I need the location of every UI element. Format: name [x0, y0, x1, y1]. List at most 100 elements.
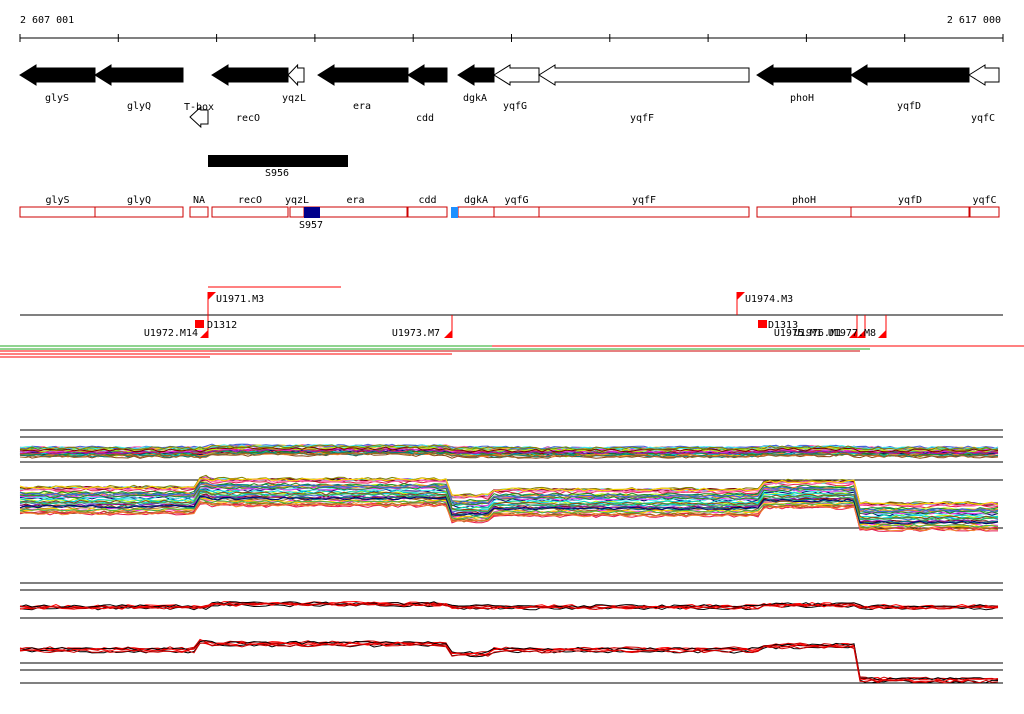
profile-line: [19, 444, 999, 451]
gene-label: glyS: [45, 93, 69, 104]
annotation-label: glyS: [45, 195, 69, 206]
gene-arrow-yqff[interactable]: [538, 64, 750, 86]
gene-track: glyS glyQ T-box recO yqzL era cdd dgkA yqfG yqfF p…: [19, 63, 1000, 129]
lower-marker-label: U1977.M8: [828, 328, 876, 339]
upper-marker-label: U1971.M3: [216, 294, 264, 305]
expression-profile-tracks: [19, 429, 1003, 684]
annotation-box[interactable]: [457, 206, 495, 218]
annotation-label: yqfG: [504, 195, 528, 206]
boxed-marker-label: D1313: [768, 320, 798, 331]
gene-label: yqfD: [897, 101, 921, 112]
profile-line: [19, 488, 999, 518]
profile-line: [19, 477, 999, 506]
profile-line: [19, 640, 999, 681]
profile-line: [20, 485, 999, 515]
gene-arrow-yqzl[interactable]: [287, 63, 305, 87]
profile-line: [19, 482, 999, 513]
profile-line: [19, 497, 999, 528]
annotation-label: cdd: [418, 195, 436, 206]
gene-arrow-reco[interactable]: [211, 64, 289, 86]
gene-label: yqfC: [971, 113, 995, 124]
marker-flag[interactable]: [737, 292, 745, 300]
marker-flag[interactable]: [444, 330, 452, 338]
marker-flag[interactable]: [200, 330, 208, 338]
annotation-box[interactable]: [211, 206, 289, 218]
coordinate-ruler: 2 607 001 2 617 000: [19, 15, 1004, 42]
gene-label: T-box: [184, 102, 214, 113]
annotation-box[interactable]: [407, 206, 448, 218]
lower-marker-label: U1976.M1: [794, 328, 842, 339]
annotation-label: NA: [193, 195, 205, 206]
annotation-label: yqzL: [285, 195, 309, 206]
annotation-box[interactable]: [850, 206, 970, 218]
annotation-label: dgkA: [464, 195, 488, 206]
annotation-box[interactable]: [189, 206, 209, 218]
marker-flag[interactable]: [878, 330, 886, 338]
annotation-label: yqfF: [632, 195, 656, 206]
annotation-box[interactable]: [538, 206, 750, 218]
profile-line: [19, 490, 999, 520]
annotation-label: yqfC: [972, 195, 996, 206]
gene-arrow-cdd[interactable]: [407, 64, 448, 86]
gene-label: phoH: [790, 93, 814, 104]
gene-label: dgkA: [463, 93, 487, 104]
ruler-ticks: [19, 34, 1004, 42]
gene-label: cdd: [416, 113, 434, 124]
marker-track: U1971.M3 U1974.M3 U1972.M14 U1973.M7 U1975.M…: [0, 286, 1024, 358]
lower-marker-label: U1975.M1: [774, 328, 822, 339]
profile-line: [19, 642, 999, 684]
profile-line: [19, 452, 999, 459]
gene-label: yqfG: [503, 101, 527, 112]
profile-line: [19, 451, 999, 458]
annotation-label: recO: [238, 195, 262, 206]
region-track: S956: [208, 155, 348, 179]
region-bar[interactable]: [208, 155, 348, 167]
gene-label: yqfF: [630, 113, 654, 124]
profile-line: [19, 602, 999, 610]
marker-flag[interactable]: [849, 330, 857, 338]
gene-arrow-yqfc[interactable]: [968, 64, 1000, 86]
profile-line: [19, 638, 999, 681]
annotation-box[interactable]: [289, 206, 305, 218]
annotation-label: yqfD: [898, 195, 922, 206]
gene-label: glyQ: [127, 101, 151, 112]
profile-line: [19, 446, 999, 453]
annotation-label: phoH: [792, 195, 816, 206]
lower-marker-label: U1973.M7: [392, 328, 440, 339]
gene-arrow-era[interactable]: [317, 64, 409, 86]
boxed-marker[interactable]: [758, 320, 767, 328]
profile-line: [19, 491, 999, 521]
feature-mark-light-blue[interactable]: [451, 207, 458, 218]
annotation-box[interactable]: [969, 206, 1000, 218]
gene-label: recO: [236, 113, 260, 124]
marker-flag[interactable]: [208, 292, 216, 300]
annotation-label: glyQ: [127, 195, 151, 206]
profile-line: [19, 481, 999, 511]
boxed-marker-label: D1312: [207, 320, 237, 331]
profile-line: [19, 479, 999, 509]
feature-mark-dark-blue[interactable]: [304, 207, 320, 218]
gene-arrow-yqfg[interactable]: [493, 64, 540, 86]
gene-arrow-yqfd[interactable]: [850, 64, 970, 86]
gene-label: yqzL: [282, 93, 306, 104]
boxed-marker[interactable]: [195, 320, 204, 328]
gene-arrow-glyq[interactable]: [94, 64, 184, 86]
gene-arrow-dgka[interactable]: [457, 64, 495, 86]
gene-arrow-t-box[interactable]: [189, 105, 209, 129]
annotation-box[interactable]: [493, 206, 540, 218]
annotation-box[interactable]: [19, 206, 96, 218]
annotation-label: era: [346, 195, 364, 206]
small-features: S957: [299, 207, 458, 231]
profile-line: [19, 496, 999, 525]
annotation-box[interactable]: [756, 206, 852, 218]
annotation-box[interactable]: [94, 206, 184, 218]
ruler-end-label: 2 617 000: [947, 15, 1001, 26]
marker-flag[interactable]: [857, 330, 865, 338]
annotation-track: glyS glyQ NA recO yqzL era cdd dgkA yqfG yqfF phoH…: [19, 195, 1000, 218]
gene-arrow-phoh[interactable]: [756, 64, 852, 86]
lower-marker-label: U1972.M14: [144, 328, 198, 339]
upper-marker-label: U1974.M3: [745, 294, 793, 305]
gene-arrow-glys[interactable]: [19, 64, 96, 86]
